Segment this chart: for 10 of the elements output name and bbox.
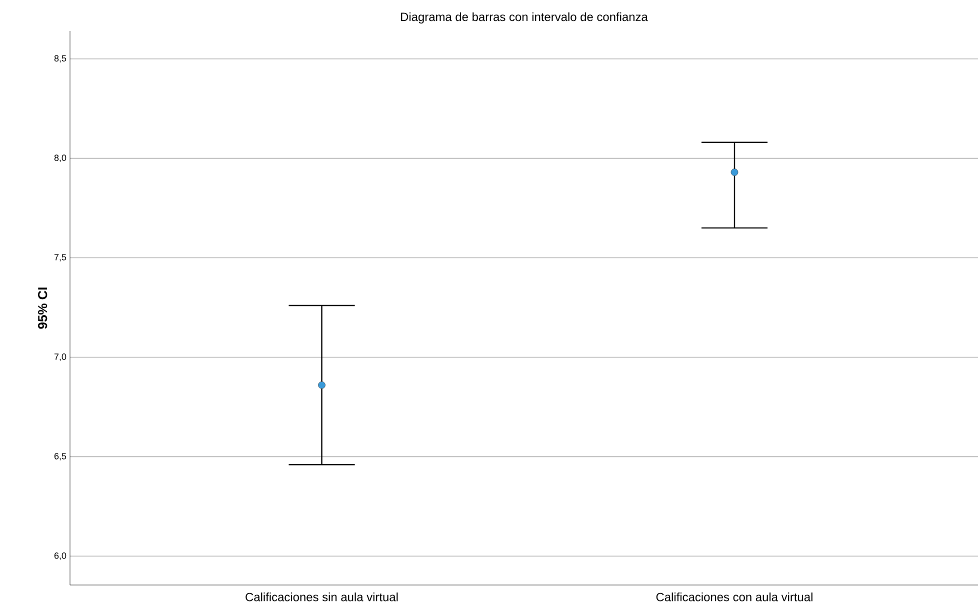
- y-tick-label: 6,5: [54, 452, 66, 460]
- y-tick-label: 7,0: [54, 354, 66, 361]
- x-tick-label: Calificaciones sin aula virtual: [246, 592, 398, 602]
- y-tick-label: 7,5: [54, 254, 66, 262]
- y-tick-label: 8,5: [54, 55, 66, 63]
- y-axis-title: 95% CI: [38, 288, 48, 329]
- x-tick-label: Calificaciones con aula virtual: [656, 592, 812, 602]
- chart-title: Diagrama de barras con intervalo de confianza: [401, 12, 648, 24]
- y-tick-label: 6,0: [54, 552, 66, 560]
- y-tick-label: 8,0: [54, 154, 66, 162]
